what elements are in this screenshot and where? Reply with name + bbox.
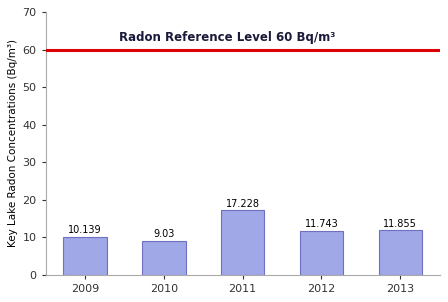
- Bar: [63, 237, 107, 275]
- Y-axis label: Key Lake Radon Concentrations (Bq/m³): Key Lake Radon Concentrations (Bq/m³): [9, 40, 18, 247]
- Bar: [300, 231, 343, 275]
- Text: 17.228: 17.228: [226, 199, 260, 209]
- Text: 11.743: 11.743: [305, 219, 338, 229]
- Text: 10.139: 10.139: [68, 225, 102, 235]
- Text: 11.855: 11.855: [383, 219, 417, 229]
- Text: Radon Reference Level 60 Bq/m³: Radon Reference Level 60 Bq/m³: [119, 31, 335, 44]
- Bar: [221, 210, 264, 275]
- Text: 9.03: 9.03: [153, 229, 175, 239]
- Bar: [142, 241, 185, 275]
- Bar: [379, 230, 422, 275]
